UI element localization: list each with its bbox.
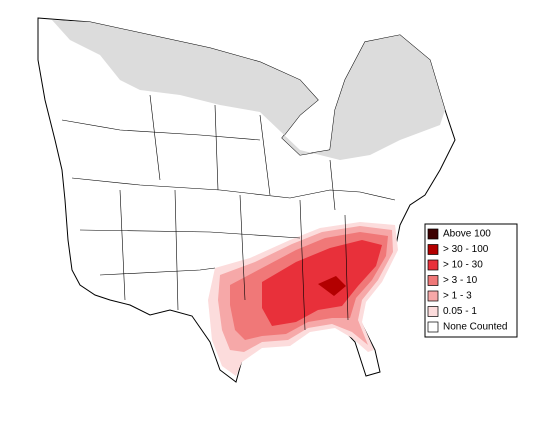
legend-label: 0.05 - 1 [443,306,477,317]
legend-label: > 3 - 10 [443,275,478,286]
legend-label: > 10 - 30 [443,260,483,271]
legend-frame [424,223,518,338]
map [37,17,456,383]
legend-label: > 1 - 3 [443,291,472,302]
legend-label: Above 100 [443,229,491,240]
legend-swatch [427,259,439,271]
legend-swatch [427,321,439,333]
legend: Above 100 > 30 - 100 > 10 - 30 > 3 - 10 > 1 … [424,223,518,338]
legend-swatch [427,275,439,286]
legend-swatch [427,244,439,255]
legend-swatch [427,228,439,240]
legend-label: > 30 - 100 [443,244,489,255]
legend-swatch [427,290,439,302]
boundaries [61,94,396,331]
none-counted-area [52,20,445,160]
legend-swatch [427,306,439,317]
legend-label: None Counted [443,322,508,333]
abundance-30-100 [318,276,346,296]
